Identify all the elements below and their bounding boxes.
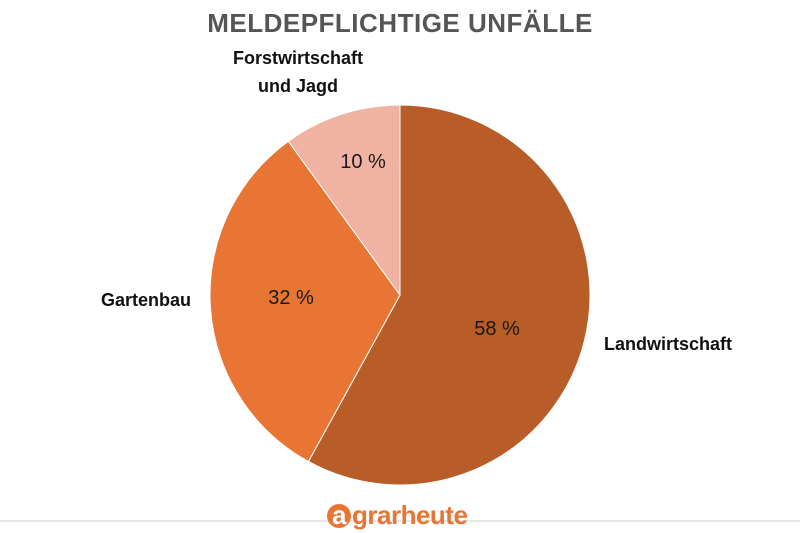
pie-slices (209, 104, 591, 486)
slice-landwirtschaft (307, 104, 591, 486)
slice-gartenbau (209, 140, 401, 463)
slice-forstwirtschaft-und-jagd (287, 104, 401, 297)
logo-wordmark: grarheute (352, 500, 467, 530)
category-label-gartenbau: Gartenbau (101, 290, 191, 310)
value-label-landwirtschaft: 58 % (474, 318, 520, 340)
agrarheute-logo: a grarheute (327, 500, 468, 530)
value-label-forstwirtschaft: 10 % (340, 151, 386, 173)
chart-title: MELDEPFLICHTIGE UNFÄLLE (207, 8, 593, 38)
category-label-landwirtschaft: Landwirtschaft (604, 334, 732, 354)
category-label-forstwirtschaft-line1: Forstwirtschaft (233, 48, 363, 68)
logo-badge (327, 504, 351, 528)
value-label-gartenbau: 32 % (268, 287, 314, 309)
category-label-forstwirtschaft-line2: und Jagd (258, 76, 338, 96)
logo-letter: a (332, 500, 347, 530)
